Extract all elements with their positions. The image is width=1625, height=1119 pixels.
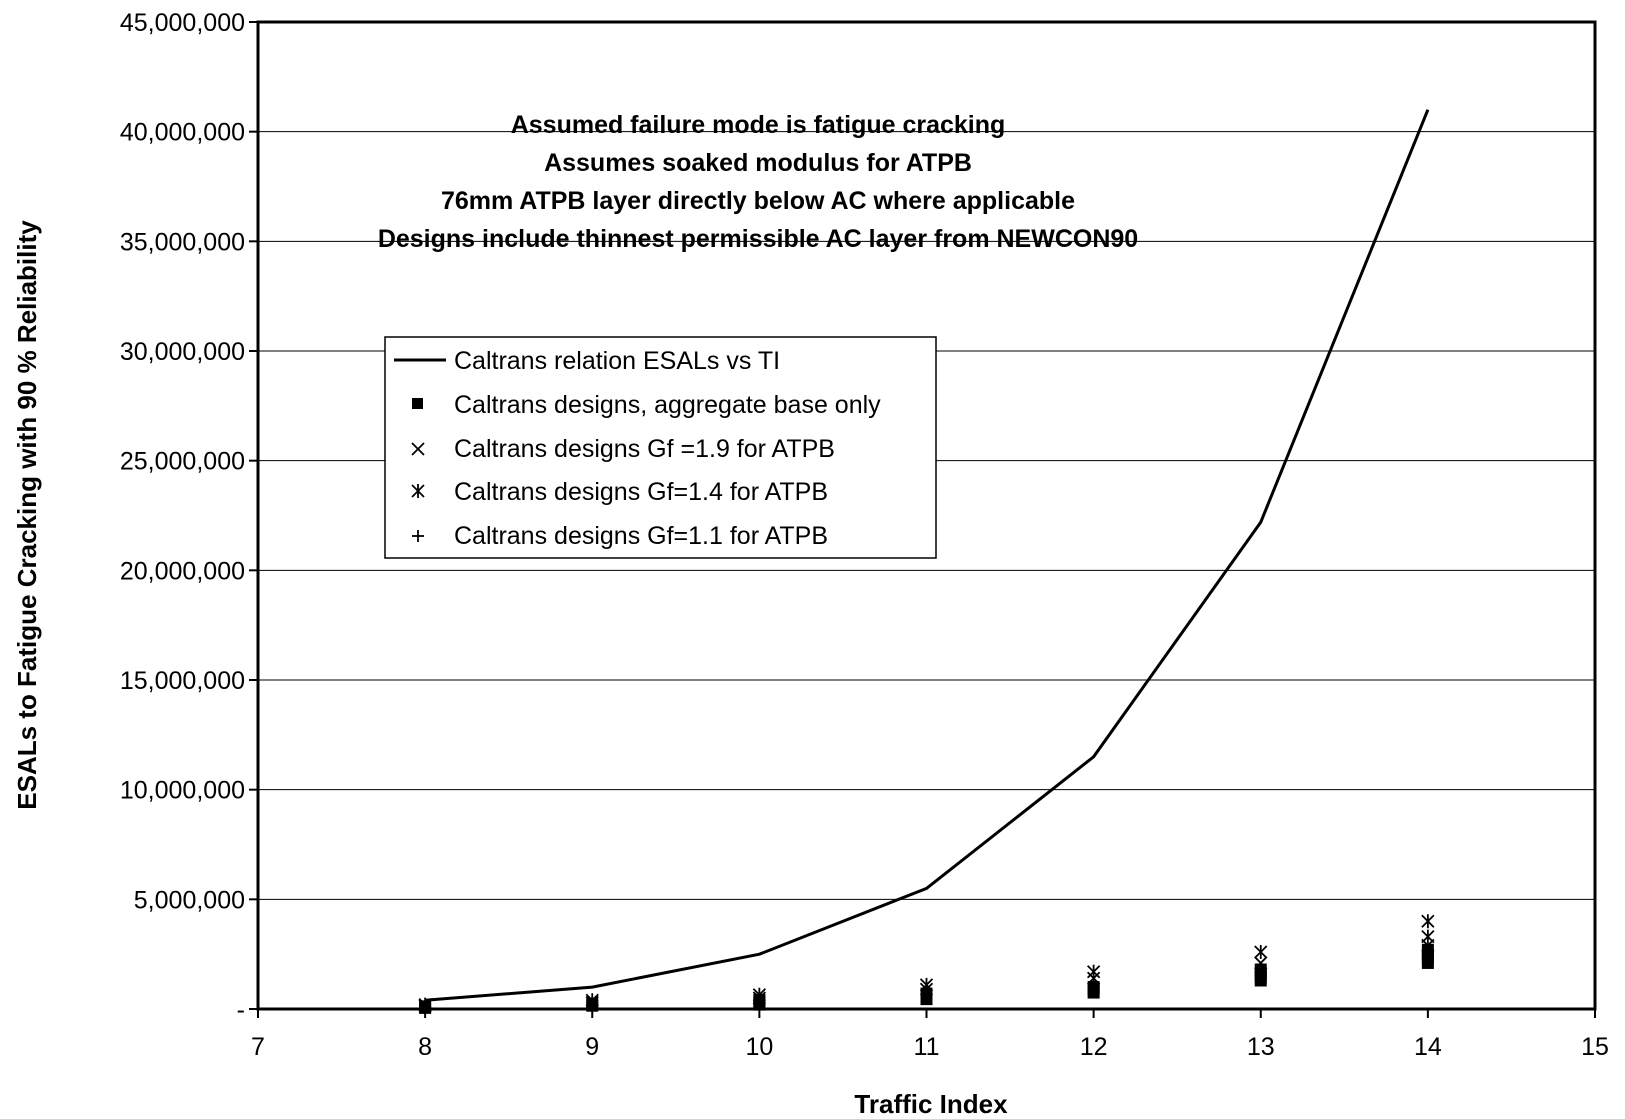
legend-asterisk-marker	[411, 484, 425, 498]
x-tick-label: 8	[418, 1033, 432, 1061]
annotation-2: Assumes soaked modulus for ATPB	[544, 149, 972, 177]
x-tick-label: 13	[1247, 1033, 1275, 1061]
y-tick-label: 30,000,000	[120, 338, 245, 366]
y-tick-label: 10,000,000	[120, 777, 245, 805]
legend-x-marker	[411, 442, 425, 456]
point-plus	[586, 998, 599, 1011]
legend-box	[384, 336, 937, 559]
x-tick-label: 10	[745, 1033, 773, 1061]
legend-label-gf19: Caltrans designs Gf =1.9 for ATPB	[454, 435, 835, 463]
annotation-3: 76mm ATPB layer directly below AC where …	[441, 187, 1075, 215]
y-tick-label: 25,000,000	[120, 448, 245, 476]
x-tick-label: 9	[585, 1033, 599, 1061]
annotation-4: Designs include thinnest permissible AC …	[378, 225, 1138, 253]
series-4	[419, 950, 1434, 1013]
y-tick-label: 40,000,000	[120, 119, 245, 147]
point-plus	[753, 995, 766, 1008]
x-tick-label: 14	[1414, 1033, 1442, 1061]
legend-label-relation: Caltrans relation ESALs vs TI	[454, 347, 780, 375]
series-0	[424, 109, 1430, 1002]
legend-label-gf11: Caltrans designs Gf=1.1 for ATPB	[454, 522, 828, 550]
point-asterisk	[1421, 929, 1435, 944]
point-plus	[419, 1000, 432, 1013]
point-plus	[1254, 965, 1267, 978]
point-plus	[1087, 978, 1100, 991]
y-axis-title: ESALs to Fatigue Cracking with 90 % Reli…	[12, 220, 42, 810]
point-plus	[1421, 950, 1434, 963]
point-plus	[920, 988, 933, 1001]
series-line-relation	[424, 109, 1430, 1002]
legend: Caltrans relation ESALs vs TI Caltrans d…	[384, 336, 937, 559]
y-tick-label: 45,000,000	[120, 9, 245, 37]
annotation-block: Assumed failure mode is fatigue cracking…	[378, 111, 1138, 253]
point-asterisk	[1086, 964, 1101, 979]
y-tick-label: 35,000,000	[120, 228, 245, 256]
legend-label-gf14: Caltrans designs Gf=1.4 for ATPB	[454, 478, 828, 506]
x-tick-label: 12	[1080, 1033, 1108, 1061]
x-axis-ticks: 7 8 9 10 11 12 13 14 15	[251, 1009, 1609, 1061]
y-tick-label: -	[237, 996, 245, 1024]
legend-square-marker	[412, 398, 423, 409]
y-axis-ticks: - 5,000,000 10,000,000 15,000,000 20,000,000…	[120, 9, 258, 1024]
point-square	[1421, 943, 1434, 956]
x-tick-label: 7	[251, 1033, 265, 1061]
y-tick-label: 20,000,000	[120, 557, 245, 585]
series-layer	[418, 109, 1435, 1014]
point-asterisk	[1421, 914, 1435, 929]
x-tick-label: 15	[1581, 1033, 1609, 1061]
x-axis-title: Traffic Index	[854, 1089, 1008, 1119]
legend-plus-marker	[412, 530, 424, 542]
annotation-1: Assumed failure mode is fatigue cracking	[511, 111, 1006, 139]
y-tick-label: 15,000,000	[120, 667, 245, 695]
y-tick-label: 5,000,000	[134, 886, 245, 914]
point-asterisk	[1254, 944, 1268, 959]
x-tick-label: 11	[914, 1033, 940, 1061]
legend-label-aggregate: Caltrans designs, aggregate base only	[454, 391, 881, 419]
point-x	[1254, 956, 1268, 970]
